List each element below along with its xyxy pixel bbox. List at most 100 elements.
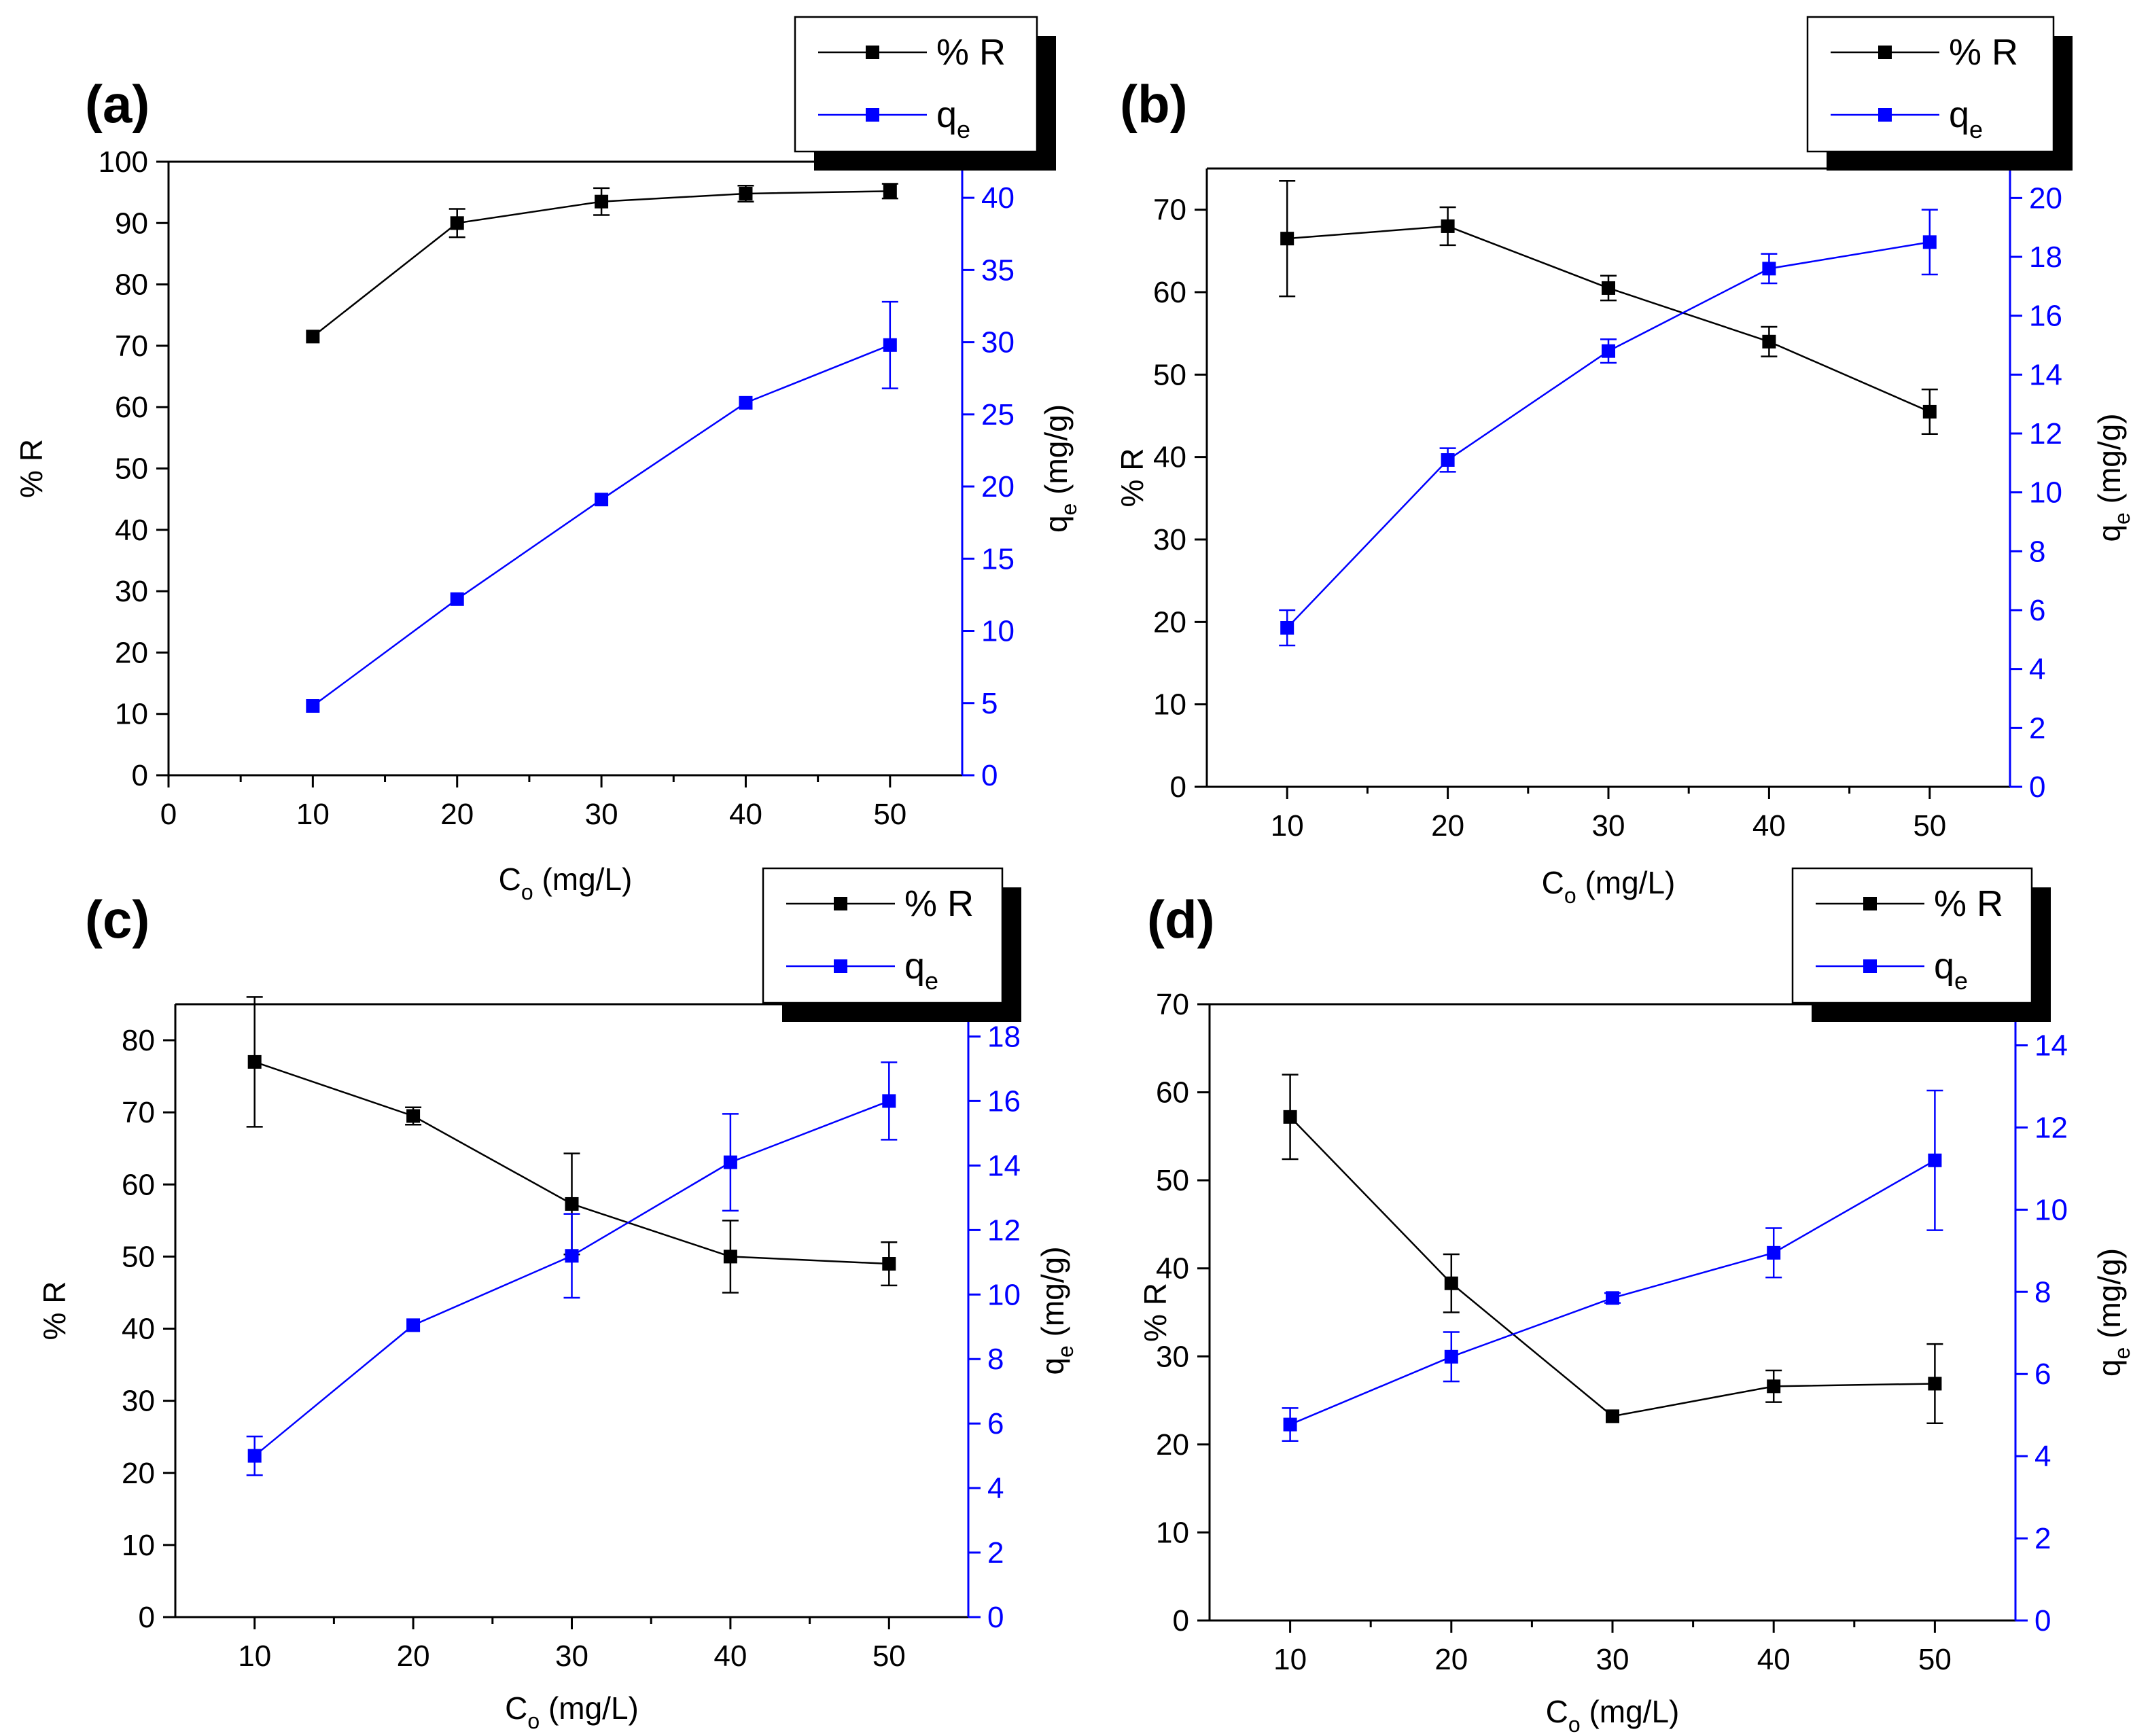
y-left-tick-label: 30 <box>1153 523 1186 556</box>
y-right-tick-label: 6 <box>987 1407 1004 1440</box>
x-tick-label: 40 <box>729 798 762 831</box>
data-point-qe <box>1928 1153 1942 1167</box>
x-tick-label: 50 <box>873 798 906 831</box>
y-right-tick-label: 8 <box>2034 1275 2051 1309</box>
x-axis-label: Co (mg/L) <box>499 862 633 904</box>
y-left-tick-label: 80 <box>115 268 148 302</box>
data-point-qe <box>739 395 753 410</box>
y-right-tick-label: 2 <box>2029 711 2045 745</box>
legend-label: % R <box>936 32 1006 73</box>
data-point-r <box>450 216 464 230</box>
y-left-tick-label: 0 <box>139 1601 155 1634</box>
x-tick-label: 10 <box>238 1640 271 1673</box>
y-left-tick-label: 50 <box>115 453 148 486</box>
data-point-r <box>1606 1409 1619 1423</box>
y-left-tick-label: 10 <box>1156 1516 1189 1549</box>
data-point-qe <box>565 1249 579 1263</box>
y-left-tick-label: 50 <box>1156 1164 1189 1197</box>
y-left-tick-label: 40 <box>115 514 148 547</box>
data-point-r <box>1283 1110 1297 1124</box>
series-qe <box>1282 1089 1943 1442</box>
series-qe <box>1279 209 1938 647</box>
y-left-tick-label: 40 <box>1153 441 1186 474</box>
data-point-qe <box>1767 1245 1781 1260</box>
y-right-tick-label: 0 <box>987 1601 1004 1634</box>
legend-label: % R <box>1949 32 2018 73</box>
y-right-tick-label: 0 <box>2029 770 2045 804</box>
panel-c: (c) 10 20 30 40 50 0 10 20 30 40 50 60 70 80 0 2 4 6 8 10 12 1… <box>37 867 1078 1733</box>
y-right-tick-label: 10 <box>981 615 1015 648</box>
legend-marker <box>1863 959 1877 973</box>
y-left-tick-label: 10 <box>115 698 148 731</box>
panel-title: (a) <box>85 74 149 134</box>
y-right-tick-label: 6 <box>2034 1358 2051 1391</box>
legend-marker <box>1863 897 1877 910</box>
x-tick-label: 40 <box>713 1640 747 1673</box>
legend-marker <box>834 897 847 910</box>
y-right-tick-label: 10 <box>987 1278 1021 1311</box>
x-axis-label: Co (mg/L) <box>1542 865 1676 908</box>
y-right-tick-label: 14 <box>2034 1029 2068 1062</box>
y-right-tick-label: 8 <box>2029 535 2045 568</box>
legend-box <box>1791 867 2033 1004</box>
series-qe <box>306 300 898 713</box>
y-right-tick-label: 2 <box>2034 1522 2051 1555</box>
data-point-r <box>247 1055 262 1069</box>
y-left-tick-label: 0 <box>132 759 148 792</box>
legend-box <box>1806 16 2055 153</box>
data-point-r <box>1928 1377 1942 1391</box>
panel-title: (c) <box>85 889 149 949</box>
y-left-tick-label: 70 <box>1156 988 1189 1021</box>
y-right-axis-label: qe (mg/g) <box>1038 404 1081 533</box>
y-left-tick-label: 100 <box>99 145 148 179</box>
data-point-r <box>739 186 753 200</box>
x-tick-label: 10 <box>1271 809 1304 843</box>
data-point-r <box>1767 1379 1781 1394</box>
y-left-tick-label: 70 <box>115 330 148 363</box>
data-point-r <box>1441 219 1455 233</box>
y-left-axis-label: % R <box>37 1281 72 1341</box>
x-tick-label: 30 <box>1596 1643 1629 1676</box>
y-left-tick-label: 60 <box>1156 1076 1189 1110</box>
data-point-r <box>723 1250 737 1264</box>
y-right-tick-label: 0 <box>2034 1604 2051 1637</box>
series-r <box>246 996 898 1294</box>
y-right-tick-label: 16 <box>2029 300 2062 333</box>
y-right-tick-label: 14 <box>2029 358 2062 391</box>
x-tick-label: 40 <box>1757 1643 1791 1676</box>
data-point-r <box>882 1257 896 1271</box>
x-tick-label: 10 <box>296 798 330 831</box>
y-left-tick-label: 70 <box>122 1096 155 1129</box>
y-right-axis-label: qe (mg/g) <box>1035 1246 1078 1375</box>
y-left-tick-label: 60 <box>1153 276 1186 309</box>
legend-box <box>794 16 1038 153</box>
y-right-tick-label: 10 <box>2029 476 2062 510</box>
panel-b: (b) 10 20 30 40 50 0 10 20 30 40 50 60 70 0 2 4 6 8 10 12 14 1… <box>1114 16 2134 908</box>
y-right-axis-label: qe (mg/g) <box>2092 413 2134 542</box>
y-right-tick-label: 15 <box>981 542 1015 575</box>
y-left-axis-label: % R <box>1138 1283 1173 1342</box>
x-tick-label: 20 <box>397 1640 430 1673</box>
x-tick-label: 50 <box>1913 809 1946 843</box>
series-line-r <box>1287 225 1931 413</box>
y-left-tick-label: 20 <box>122 1457 155 1490</box>
legend-label: qe <box>1949 94 1983 143</box>
series-line-r <box>1289 1116 1935 1417</box>
x-tick-label: 20 <box>1431 809 1464 843</box>
panel-a: (a) 0 10 20 30 40 50 0 10 20 30 40 50 60 70 80 90 100 0 5 10… <box>14 16 1081 904</box>
y-right-tick-label: 35 <box>981 253 1015 287</box>
y-left-tick-label: 80 <box>122 1024 155 1057</box>
y-left-axis-label: % R <box>14 439 49 498</box>
data-point-r <box>1444 1276 1458 1290</box>
y-right-tick-label: 12 <box>2029 417 2062 450</box>
data-point-qe <box>595 493 609 507</box>
x-tick-label: 30 <box>555 1640 588 1673</box>
data-point-r <box>1280 232 1294 246</box>
panel-title: (d) <box>1147 889 1215 949</box>
data-point-r <box>595 194 609 209</box>
data-point-qe <box>1444 1349 1458 1364</box>
y-right-tick-label: 18 <box>2029 241 2062 274</box>
y-right-tick-label: 4 <box>987 1472 1004 1505</box>
y-right-tick-label: 16 <box>987 1084 1021 1118</box>
